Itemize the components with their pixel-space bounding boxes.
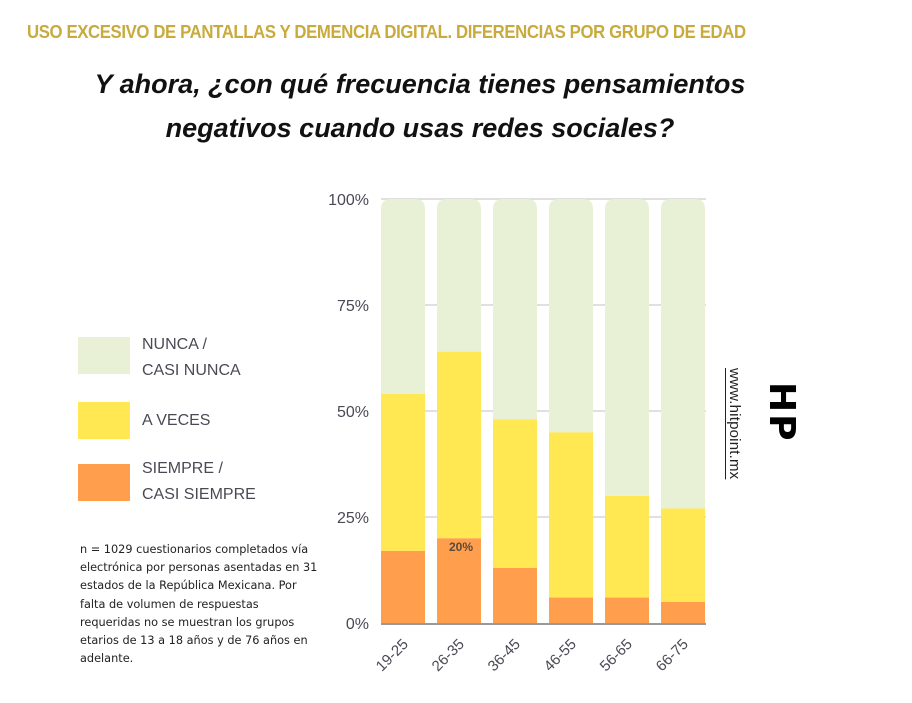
bar-segment-nunca-casi-nunca [661, 199, 705, 509]
x-tick-label: 46-55 [541, 636, 580, 675]
website-url: www.hitpoint.mx [726, 368, 743, 480]
chart-title: Y ahora, ¿con qué frecuencia tienes pens… [0, 62, 840, 150]
y-tick-label: 0% [346, 616, 369, 633]
legend-swatch-a-veces [78, 402, 130, 439]
bar-segment-a-veces [493, 419, 537, 568]
bar-segment-nunca-casi-nunca [493, 199, 537, 420]
legend-swatch-nunca [78, 337, 130, 374]
bar-segment-a-veces [437, 351, 481, 539]
legend-label-line: CASI SIEMPRE [142, 486, 256, 503]
chart-title-line-1: Y ahora, ¿con qué frecuencia tienes pens… [94, 69, 746, 99]
x-tick-label: 36-45 [485, 636, 524, 675]
legend-label-line: A VECES [142, 412, 211, 429]
bar-segment-siempre-casi-siempre [661, 601, 705, 623]
bar-segment-nunca-casi-nunca [549, 199, 593, 433]
y-tick-label: 75% [337, 298, 369, 315]
bar-segment-nunca-casi-nunca [605, 199, 649, 496]
legend-label-line: CASI NUNCA [142, 362, 241, 379]
bar-segment-siempre-casi-siempre [437, 538, 481, 623]
bar-segment-siempre-casi-siempre [493, 567, 537, 623]
bar-segment-siempre-casi-siempre [549, 597, 593, 623]
x-tick-label: 66-75 [653, 636, 692, 675]
bar-segment-siempre-casi-siempre [605, 597, 649, 623]
methodology-note: n = 1029 cuestionarios completados vía e… [80, 543, 318, 666]
bar-segment-a-veces [381, 394, 425, 551]
hitpoint-logo: HP [761, 382, 802, 443]
bar-segment-a-veces [549, 432, 593, 598]
x-tick-label: 26-35 [429, 636, 468, 675]
legend-label-line: SIEMPRE / [142, 460, 223, 477]
legend-label-line: NUNCA / [142, 336, 207, 353]
bar-segment-a-veces [661, 508, 705, 602]
y-tick-label: 100% [328, 192, 369, 209]
x-tick-label: 56-65 [597, 636, 636, 675]
legend-label-a-veces: A VECES [142, 408, 210, 434]
y-tick-label: 50% [337, 404, 369, 421]
bar-segment-a-veces [605, 495, 649, 598]
x-tick-label: 19-25 [373, 636, 412, 675]
bar-segment-nunca-casi-nunca [381, 199, 425, 395]
data-label: 20% [449, 540, 473, 554]
chart-title-line-2: negativos cuando usas redes sociales? [165, 113, 675, 143]
bar-segment-siempre-casi-siempre [381, 550, 425, 623]
bar-segment-nunca-casi-nunca [437, 199, 481, 352]
legend-swatch-siempre [78, 464, 130, 501]
y-tick-label: 25% [337, 510, 369, 527]
chart-supertitle: USO EXCESIVO DE PANTALLAS Y DEMENCIA DIG… [27, 22, 746, 42]
legend-label-nunca: NUNCA / CASI NUNCA [142, 332, 241, 384]
legend-label-siempre: SIEMPRE / CASI SIEMPRE [142, 456, 256, 508]
